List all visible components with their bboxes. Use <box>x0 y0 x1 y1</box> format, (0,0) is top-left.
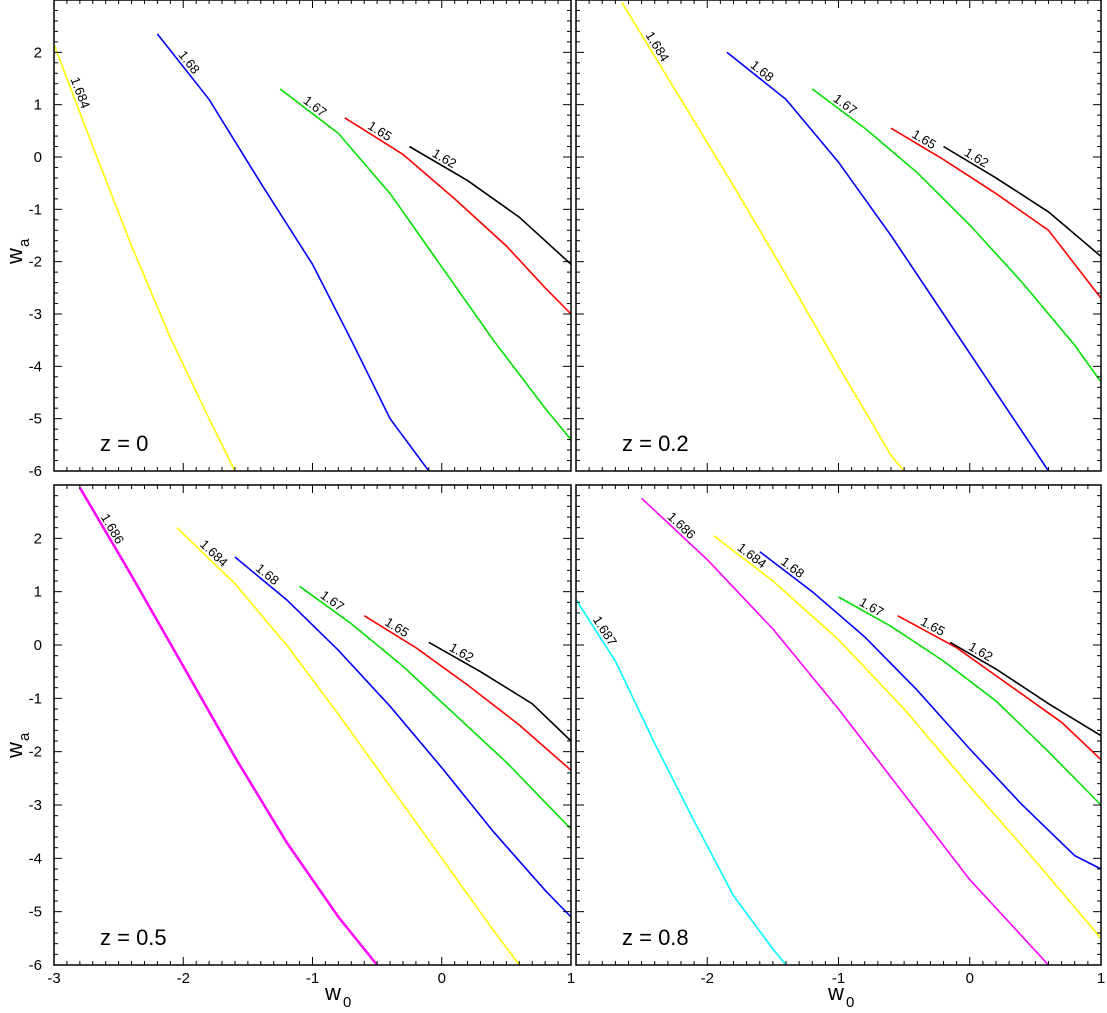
y-axis-title-top-sub: a <box>16 238 33 247</box>
contour-line-1.686 <box>78 487 379 966</box>
contour-line-1.68 <box>234 556 572 918</box>
contour-line-1.65 <box>363 615 572 771</box>
contour-line-1.684 <box>53 44 236 472</box>
panel-label: z = 0.8 <box>622 925 689 950</box>
contour-line-1.65 <box>890 127 1102 299</box>
contour-label-1.687: 1.687 <box>590 613 620 648</box>
panel-label: z = 0.2 <box>622 431 689 456</box>
contour-line-1.686 <box>641 497 1050 966</box>
x-tick-label: -1 <box>306 970 319 987</box>
y-tick-label: -6 <box>29 957 42 974</box>
contour-label-1.68: 1.68 <box>253 560 282 588</box>
y-tick-label: 0 <box>34 637 42 654</box>
contour-line-1.62 <box>943 145 1102 258</box>
y-axis-title-bottom-sub: a <box>16 732 33 741</box>
y-tick-label: -3 <box>29 306 42 323</box>
y-axis-title-bottom: w a <box>2 732 33 759</box>
x-tick-label: 1 <box>1097 970 1105 987</box>
contour-line-1.68 <box>759 551 1102 870</box>
contour-line-1.687 <box>575 599 787 966</box>
contour-line-1.68 <box>726 51 1050 472</box>
contour-line-1.684 <box>713 535 1102 939</box>
x-axis-title-right-sub: 0 <box>846 994 854 1011</box>
panel-label: z = 0.5 <box>100 925 167 950</box>
panel-frame <box>53 0 572 472</box>
y-axis-title-top: w a <box>2 238 33 265</box>
y-tick-label: -5 <box>29 904 42 921</box>
y-tick-label: 1 <box>34 97 42 114</box>
contour-label-1.684: 1.684 <box>68 75 94 111</box>
contour-line-1.684 <box>176 527 520 966</box>
x-tick-label: -2 <box>177 970 190 987</box>
x-tick-label: -3 <box>47 970 60 987</box>
x-axis-title-left-main: w <box>324 980 341 1005</box>
contour-line-1.67 <box>299 585 572 830</box>
x-axis-title-right: w 0 <box>827 980 854 1011</box>
y-tick-label: -2 <box>29 744 42 761</box>
y-axis-title-bottom-main: w <box>2 742 27 759</box>
contour-line-1.65 <box>897 614 1102 761</box>
panel-frame <box>575 484 1102 966</box>
panel-label: z = 0 <box>100 431 148 456</box>
y-tick-label: 2 <box>34 530 42 547</box>
contour-line-1.62 <box>428 641 572 742</box>
contour-line-1.62 <box>408 145 572 265</box>
contour-label-1.684: 1.684 <box>643 29 673 65</box>
y-tick-label: -6 <box>29 463 42 480</box>
contour-line-1.67 <box>838 596 1102 806</box>
x-tick-label: 0 <box>966 970 974 987</box>
y-tick-label: -1 <box>29 201 42 218</box>
y-tick-label: 2 <box>34 44 42 61</box>
contour-line-1.67 <box>811 88 1102 383</box>
panel-frame <box>53 484 572 966</box>
contour-line-1.684 <box>621 2 905 472</box>
y-axis-title-top-main: w <box>2 248 27 265</box>
y-tick-label: -3 <box>29 797 42 814</box>
y-tick-label: -5 <box>29 411 42 428</box>
y-tick-label: 1 <box>34 584 42 601</box>
contour-line-1.65 <box>344 117 572 315</box>
x-axis-title-left: w 0 <box>324 980 351 1011</box>
x-tick-label: 1 <box>567 970 575 987</box>
x-axis-title-left-sub: 0 <box>343 994 351 1011</box>
contour-line-1.67 <box>279 88 572 441</box>
y-tick-label: -1 <box>29 690 42 707</box>
x-axis-title-right-main: w <box>827 980 844 1005</box>
contour-line-1.68 <box>156 33 430 472</box>
contour-line-1.62 <box>949 641 1102 737</box>
y-tick-label: -4 <box>29 358 42 375</box>
x-tick-label: 0 <box>438 970 446 987</box>
panel-3: 1.6861.6841.681.671.651.62-6-5-4-3-2-101… <box>29 484 575 987</box>
x-tick-label: -2 <box>701 970 714 987</box>
y-tick-label: 0 <box>34 149 42 166</box>
y-tick-label: -2 <box>29 254 42 271</box>
contour-label-1.686: 1.686 <box>98 511 127 547</box>
panel-frame <box>575 0 1102 472</box>
y-tick-label: -4 <box>29 850 42 867</box>
x-tick-label: -1 <box>832 970 845 987</box>
